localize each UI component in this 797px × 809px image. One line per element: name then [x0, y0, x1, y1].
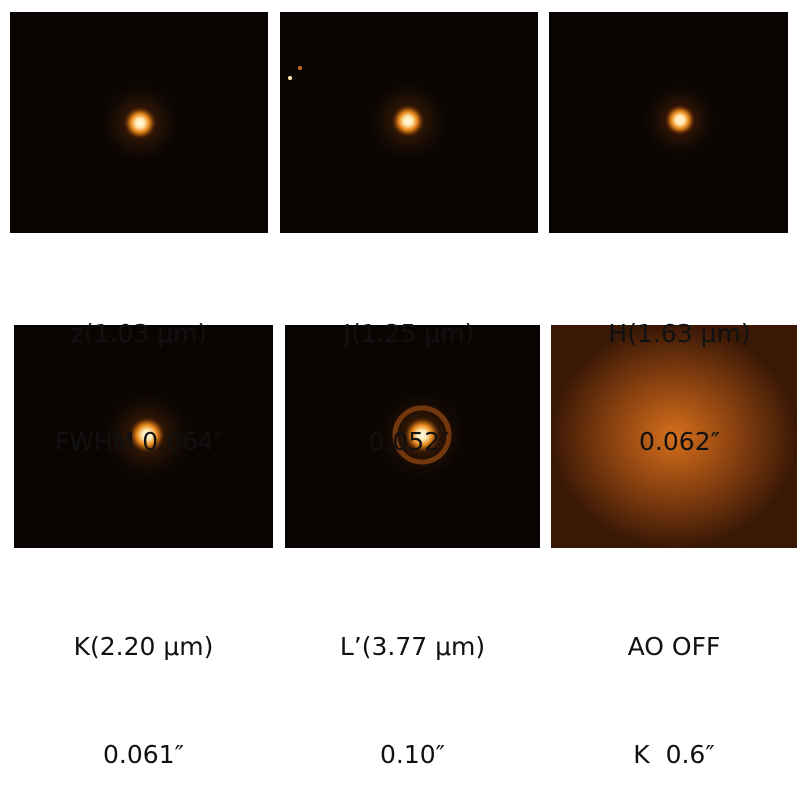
fwhm-label: FWHM 0.064″: [54, 427, 224, 456]
band-label: L’(3.77 μm): [339, 632, 486, 661]
fwhm-label: 0.052″: [368, 427, 450, 456]
caption: H(1.63 μm) 0.062″: [560, 244, 797, 496]
fwhm-label: 0.061″: [103, 740, 184, 769]
caption: J(1.25 μm) 0.052″: [280, 244, 538, 496]
caption: z(1.03 μm) FWHM 0.064″: [10, 244, 268, 496]
image-l: [285, 325, 540, 548]
image-h: [549, 12, 788, 233]
image-k: [14, 325, 273, 548]
image-j: [280, 12, 538, 233]
caption: AO OFF K 0.6″: [551, 557, 797, 809]
caption: L’(3.77 μm) 0.10″: [285, 557, 540, 809]
image-ao-off: [551, 325, 797, 548]
caption: K(2.20 μm) 0.061″: [14, 557, 273, 809]
band-label: AO OFF: [627, 632, 721, 661]
page: z(1.03 μm) FWHM 0.064″ J(1.25 μm) 0.052″…: [10, 12, 797, 769]
fwhm-label: K 0.6″: [633, 740, 715, 769]
band-label: H(1.63 μm): [608, 319, 751, 348]
fwhm-label: 0.10″: [379, 740, 445, 769]
band-label: J(1.25 μm): [343, 319, 475, 348]
image-z: [10, 12, 268, 233]
fwhm-label: 0.062″: [639, 427, 720, 456]
band-label: K(2.20 μm): [73, 632, 214, 661]
band-label: z(1.03 μm): [70, 319, 208, 348]
